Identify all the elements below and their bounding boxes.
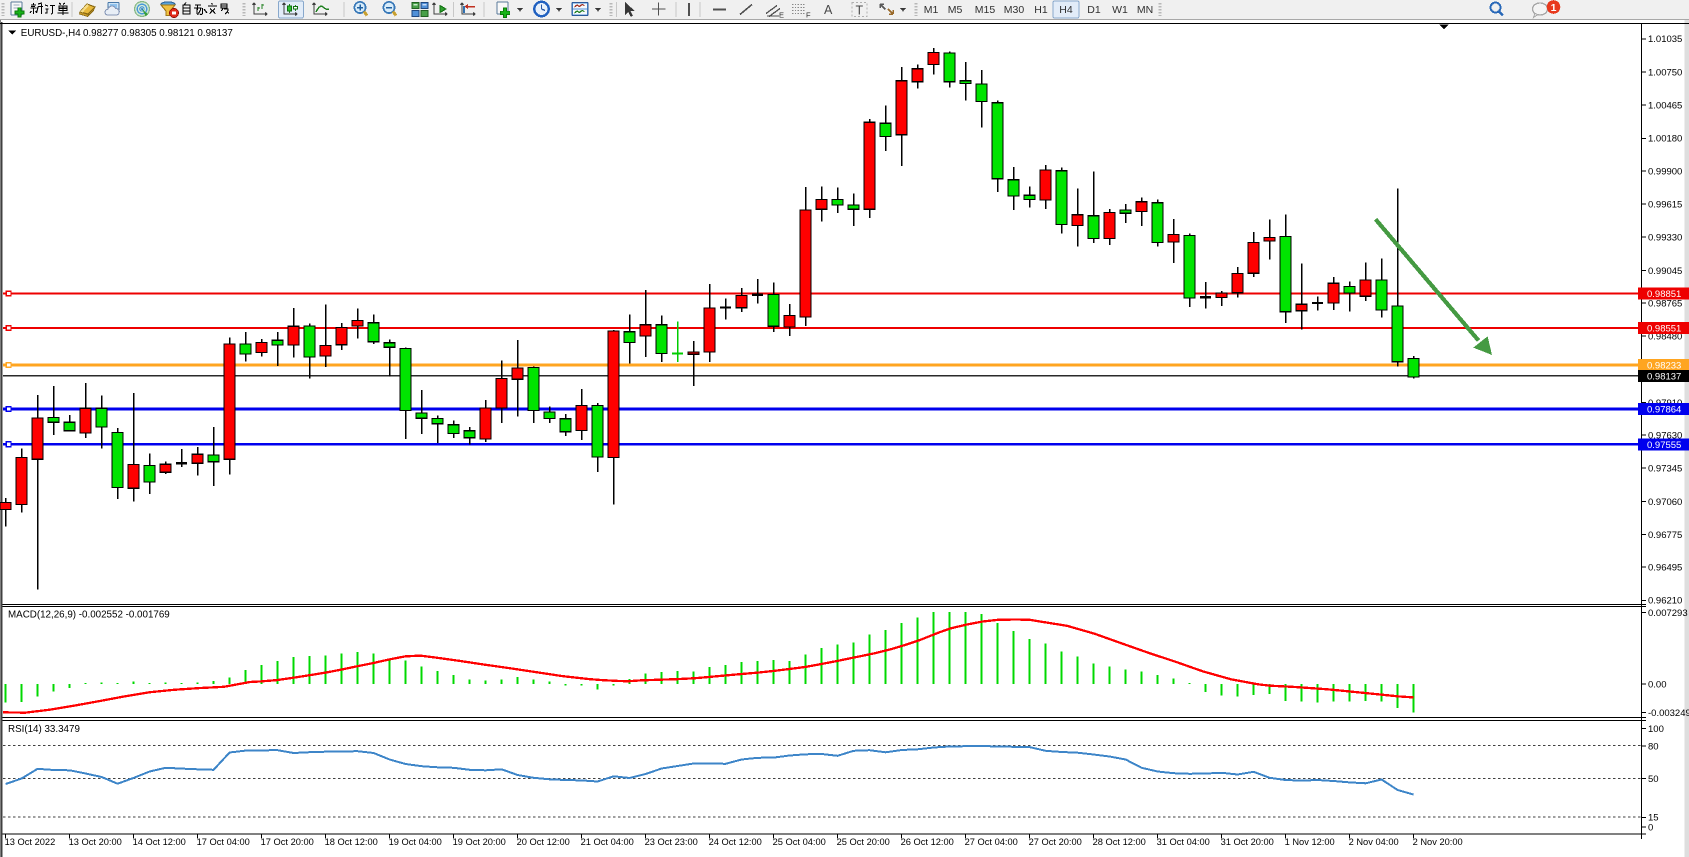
svg-text:1.00750: 1.00750 <box>1648 67 1682 78</box>
svg-text:0.99900: 0.99900 <box>1648 166 1682 177</box>
svg-text:0.98851: 0.98851 <box>1647 289 1681 300</box>
svg-text:27 Oct 20:00: 27 Oct 20:00 <box>1029 837 1082 847</box>
svg-text:1 Nov 12:00: 1 Nov 12:00 <box>1285 837 1335 847</box>
svg-text:1.01035: 1.01035 <box>1648 34 1682 45</box>
svg-text:0.97555: 0.97555 <box>1647 440 1681 451</box>
svg-text:80: 80 <box>1648 741 1659 752</box>
svg-text:0.99045: 0.99045 <box>1648 266 1682 277</box>
svg-text:31 Oct 04:00: 31 Oct 04:00 <box>1157 837 1210 847</box>
svg-text:0.99615: 0.99615 <box>1648 199 1682 210</box>
svg-text:14 Oct 12:00: 14 Oct 12:00 <box>133 837 186 847</box>
svg-text:0.99330: 0.99330 <box>1648 233 1682 244</box>
svg-text:1.00180: 1.00180 <box>1648 134 1682 145</box>
svg-text:W1: W1 <box>1112 4 1128 16</box>
svg-text:0.97060: 0.97060 <box>1648 497 1682 508</box>
svg-text:0.98137: 0.98137 <box>1647 372 1681 383</box>
svg-text:19 Oct 20:00: 19 Oct 20:00 <box>453 837 506 847</box>
svg-text:0.97630: 0.97630 <box>1648 430 1682 441</box>
svg-text:D1: D1 <box>1087 4 1101 16</box>
svg-text:T: T <box>856 4 864 18</box>
svg-text:13 Oct 2022: 13 Oct 2022 <box>5 837 56 847</box>
svg-text:50: 50 <box>1648 774 1659 785</box>
svg-text:0.97345: 0.97345 <box>1648 464 1682 475</box>
svg-text:RSI(14) 33.3479: RSI(14) 33.3479 <box>8 724 80 735</box>
svg-text:1: 1 <box>1551 2 1557 14</box>
svg-text:25 Oct 20:00: 25 Oct 20:00 <box>837 837 890 847</box>
svg-text:24 Oct 12:00: 24 Oct 12:00 <box>709 837 762 847</box>
svg-text:0.98277 0.98305 0.98121 0.9813: 0.98277 0.98305 0.98121 0.98137 <box>83 28 233 39</box>
svg-text:F: F <box>806 11 811 20</box>
svg-text:MACD(12,26,9) -0.002552 -0.001: MACD(12,26,9) -0.002552 -0.001769 <box>8 610 170 621</box>
svg-text:0.97864: 0.97864 <box>1647 405 1681 416</box>
svg-text:H1: H1 <box>1034 4 1048 16</box>
svg-text:25 Oct 04:00: 25 Oct 04:00 <box>773 837 826 847</box>
svg-text:0.98480: 0.98480 <box>1648 332 1682 343</box>
svg-text:M1: M1 <box>924 4 939 16</box>
svg-text:A: A <box>824 3 833 17</box>
svg-text:-0.003249: -0.003249 <box>1648 708 1689 719</box>
svg-text:E: E <box>779 11 784 20</box>
svg-text:19 Oct 04:00: 19 Oct 04:00 <box>389 837 442 847</box>
svg-text:0.96495: 0.96495 <box>1648 563 1682 574</box>
svg-text:M15: M15 <box>975 4 996 16</box>
svg-text:28 Oct 12:00: 28 Oct 12:00 <box>1093 837 1146 847</box>
svg-text:31 Oct 20:00: 31 Oct 20:00 <box>1221 837 1274 847</box>
svg-text:0: 0 <box>1648 823 1653 834</box>
svg-text:0.007293: 0.007293 <box>1648 608 1688 619</box>
svg-text:23 Oct 23:00: 23 Oct 23:00 <box>645 837 698 847</box>
svg-text:20 Oct 12:00: 20 Oct 12:00 <box>517 837 570 847</box>
svg-text:M30: M30 <box>1004 4 1025 16</box>
svg-text:27 Oct 04:00: 27 Oct 04:00 <box>965 837 1018 847</box>
svg-text:100: 100 <box>1648 724 1664 735</box>
svg-text:15: 15 <box>1648 813 1659 824</box>
svg-text:17 Oct 04:00: 17 Oct 04:00 <box>197 837 250 847</box>
svg-text:M5: M5 <box>948 4 963 16</box>
svg-text:0.98233: 0.98233 <box>1647 361 1681 372</box>
svg-text:2 Nov 20:00: 2 Nov 20:00 <box>1413 837 1463 847</box>
svg-text:21 Oct 04:00: 21 Oct 04:00 <box>581 837 634 847</box>
svg-text:1.00465: 1.00465 <box>1648 100 1682 111</box>
svg-text:2 Nov 04:00: 2 Nov 04:00 <box>1349 837 1399 847</box>
svg-text:MN: MN <box>1137 4 1153 16</box>
svg-text:0.96210: 0.96210 <box>1648 596 1682 607</box>
svg-text:0.96775: 0.96775 <box>1648 530 1682 541</box>
svg-text:0.98551: 0.98551 <box>1647 324 1681 335</box>
svg-text:18 Oct 12:00: 18 Oct 12:00 <box>325 837 378 847</box>
svg-text:EURUSD-,H4: EURUSD-,H4 <box>21 28 81 39</box>
svg-text:13 Oct 20:00: 13 Oct 20:00 <box>69 837 122 847</box>
svg-text:26 Oct 12:00: 26 Oct 12:00 <box>901 837 954 847</box>
svg-text:0.98765: 0.98765 <box>1648 298 1682 309</box>
svg-text:0.00: 0.00 <box>1648 679 1667 690</box>
svg-text:17 Oct 20:00: 17 Oct 20:00 <box>261 837 314 847</box>
svg-text:H4: H4 <box>1059 4 1073 16</box>
